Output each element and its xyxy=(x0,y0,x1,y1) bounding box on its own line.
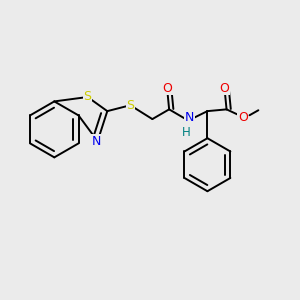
Text: S: S xyxy=(84,91,92,103)
Text: N: N xyxy=(185,111,194,124)
Text: O: O xyxy=(220,82,230,95)
Text: N: N xyxy=(92,135,101,148)
Text: S: S xyxy=(126,99,134,112)
Text: O: O xyxy=(162,82,172,95)
Text: O: O xyxy=(238,111,248,124)
Text: H: H xyxy=(182,126,190,139)
